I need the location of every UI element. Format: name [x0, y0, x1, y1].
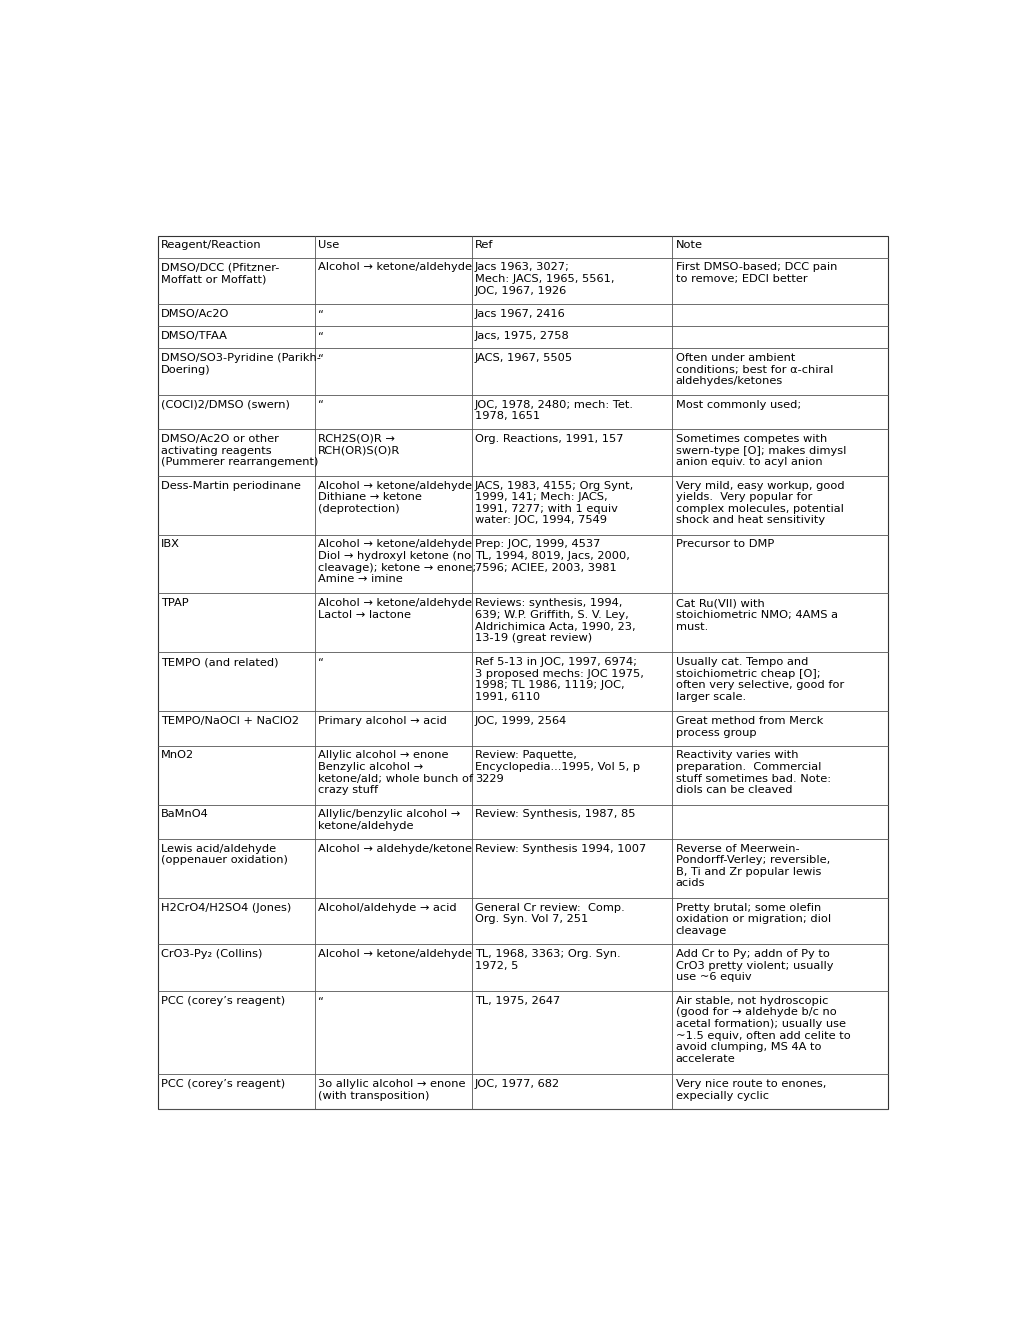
Text: Reverse of Meerwein-
Pondorff-Verley; reversible,
B, Ti and Zr popular lewis
aci: Reverse of Meerwein- Pondorff-Verley; re…	[675, 843, 829, 888]
Text: Most commonly used;: Most commonly used;	[675, 400, 800, 409]
Text: 3o allylic alcohol → enone
(with transposition): 3o allylic alcohol → enone (with transpo…	[318, 1080, 465, 1101]
Text: JOC, 1977, 682: JOC, 1977, 682	[474, 1080, 559, 1089]
Text: General Cr review:  Comp.
Org. Syn. Vol 7, 251: General Cr review: Comp. Org. Syn. Vol 7…	[474, 903, 624, 924]
Text: Primary alcohol → acid: Primary alcohol → acid	[318, 717, 446, 726]
Text: Ref 5-13 in JOC, 1997, 6974;
3 proposed mechs: JOC 1975,
1998; TL 1986, 1119; JO: Ref 5-13 in JOC, 1997, 6974; 3 proposed …	[474, 657, 643, 702]
Text: Usually cat. Tempo and
stoichiometric cheap [O];
often very selective, good for
: Usually cat. Tempo and stoichiometric ch…	[675, 657, 843, 702]
Text: Alcohol/aldehyde → acid: Alcohol/aldehyde → acid	[318, 903, 455, 912]
Text: Pretty brutal; some olefin
oxidation or migration; diol
cleavage: Pretty brutal; some olefin oxidation or …	[675, 903, 829, 936]
Text: Add Cr to Py; addn of Py to
CrO3 pretty violent; usually
use ~6 equiv: Add Cr to Py; addn of Py to CrO3 pretty …	[675, 949, 833, 982]
Text: Review: Paquette,
Encyclopedia...1995, Vol 5, p
3229: Review: Paquette, Encyclopedia...1995, V…	[474, 751, 639, 784]
Text: TPAP: TPAP	[161, 598, 189, 609]
Text: Lewis acid/aldehyde
(oppenauer oxidation): Lewis acid/aldehyde (oppenauer oxidation…	[161, 843, 287, 865]
Text: BaMnO4: BaMnO4	[161, 809, 208, 820]
Text: “: “	[318, 309, 323, 319]
Text: JOC, 1999, 2564: JOC, 1999, 2564	[474, 717, 567, 726]
Text: Alcohol → ketone/aldehyde: Alcohol → ketone/aldehyde	[318, 949, 471, 960]
Text: First DMSO-based; DCC pain
to remove; EDCI better: First DMSO-based; DCC pain to remove; ED…	[675, 263, 837, 284]
Text: Alcohol → ketone/aldehyde
Lactol → lactone: Alcohol → ketone/aldehyde Lactol → lacto…	[318, 598, 471, 620]
Text: Note: Note	[675, 240, 702, 251]
Text: “: “	[318, 331, 323, 341]
Text: DMSO/SO3-Pyridine (Parikh-
Doering): DMSO/SO3-Pyridine (Parikh- Doering)	[161, 352, 320, 375]
Text: Ref: Ref	[474, 240, 493, 251]
Text: Review: Synthesis, 1987, 85: Review: Synthesis, 1987, 85	[474, 809, 635, 820]
Text: TL, 1968, 3363; Org. Syn.
1972, 5: TL, 1968, 3363; Org. Syn. 1972, 5	[474, 949, 620, 970]
Text: (COCl)2/DMSO (swern): (COCl)2/DMSO (swern)	[161, 400, 289, 409]
Text: Alcohol → aldehyde/ketone: Alcohol → aldehyde/ketone	[318, 843, 471, 854]
Text: Reactivity varies with
preparation.  Commercial
stuff sometimes bad. Note:
diols: Reactivity varies with preparation. Comm…	[675, 751, 829, 795]
Text: Very nice route to enones,
expecially cyclic: Very nice route to enones, expecially cy…	[675, 1080, 825, 1101]
Bar	[157, 236, 888, 1109]
Text: Air stable, not hydroscopic
(good for → aldehyde b/c no
acetal formation); usual: Air stable, not hydroscopic (good for → …	[675, 995, 850, 1064]
Text: CrO3-Py₂ (Collins): CrO3-Py₂ (Collins)	[161, 949, 262, 960]
Text: Alcohol → ketone/aldehyde
Diol → hydroxyl ketone (no
cleavage); ketone → enone;
: Alcohol → ketone/aldehyde Diol → hydroxy…	[318, 540, 476, 585]
Text: DMSO/DCC (Pfitzner-
Moffatt or Moffatt): DMSO/DCC (Pfitzner- Moffatt or Moffatt)	[161, 263, 279, 284]
Text: Alcohol → ketone/aldehyde: Alcohol → ketone/aldehyde	[318, 263, 471, 272]
Text: TL, 1975, 2647: TL, 1975, 2647	[474, 995, 559, 1006]
Text: Review: Synthesis 1994, 1007: Review: Synthesis 1994, 1007	[474, 843, 645, 854]
Text: H2CrO4/H2SO4 (Jones): H2CrO4/H2SO4 (Jones)	[161, 903, 290, 912]
Text: “: “	[318, 995, 323, 1006]
Text: DMSO/TFAA: DMSO/TFAA	[161, 331, 227, 341]
Text: IBX: IBX	[161, 540, 179, 549]
Text: RCH2S(O)R →
RCH(OR)S(O)R: RCH2S(O)R → RCH(OR)S(O)R	[318, 434, 399, 455]
Text: JACS, 1983, 4155; Org Synt,
1999, 141; Mech: JACS,
1991, 7277; with 1 equiv
wate: JACS, 1983, 4155; Org Synt, 1999, 141; M…	[474, 480, 634, 525]
Text: Great method from Merck
process group: Great method from Merck process group	[675, 717, 822, 738]
Text: MnO2: MnO2	[161, 751, 194, 760]
Text: “: “	[318, 352, 323, 363]
Text: Allylic/benzylic alcohol →
ketone/aldehyde: Allylic/benzylic alcohol → ketone/aldehy…	[318, 809, 460, 832]
Text: “: “	[318, 657, 323, 667]
Text: Reagent/Reaction: Reagent/Reaction	[161, 240, 261, 251]
Text: Often under ambient
conditions; best for α-chiral
aldehydes/ketones: Often under ambient conditions; best for…	[675, 352, 833, 387]
Text: Prep: JOC, 1999, 4537
TL, 1994, 8019, Jacs, 2000,
7596; ACIEE, 2003, 3981: Prep: JOC, 1999, 4537 TL, 1994, 8019, Ja…	[474, 540, 629, 573]
Text: Alcohol → ketone/aldehyde
Dithiane → ketone
(deprotection): Alcohol → ketone/aldehyde Dithiane → ket…	[318, 480, 471, 513]
Text: Reviews: synthesis, 1994,
639; W.P. Griffith, S. V. Ley,
Aldrichimica Acta, 1990: Reviews: synthesis, 1994, 639; W.P. Grif…	[474, 598, 635, 643]
Text: PCC (corey’s reagent): PCC (corey’s reagent)	[161, 995, 284, 1006]
Text: Cat Ru(VII) with
stoichiometric NMO; 4AMS a
must.: Cat Ru(VII) with stoichiometric NMO; 4AM…	[675, 598, 837, 631]
Text: Jacs, 1975, 2758: Jacs, 1975, 2758	[474, 331, 569, 341]
Text: PCC (corey’s reagent): PCC (corey’s reagent)	[161, 1080, 284, 1089]
Text: TEMPO (and related): TEMPO (and related)	[161, 657, 278, 667]
Text: Allylic alcohol → enone
Benzylic alcohol →
ketone/ald; whole bunch of
crazy stuf: Allylic alcohol → enone Benzylic alcohol…	[318, 751, 473, 795]
Text: Jacs 1967, 2416: Jacs 1967, 2416	[474, 309, 565, 319]
Text: DMSO/Ac2O: DMSO/Ac2O	[161, 309, 229, 319]
Text: “: “	[318, 400, 323, 409]
Text: Sometimes competes with
swern-type [O]; makes dimysl
anion equiv. to acyl anion: Sometimes competes with swern-type [O]; …	[675, 434, 845, 467]
Text: Precursor to DMP: Precursor to DMP	[675, 540, 773, 549]
Text: TEMPO/NaOCl + NaClO2: TEMPO/NaOCl + NaClO2	[161, 717, 299, 726]
Text: Dess-Martin periodinane: Dess-Martin periodinane	[161, 480, 301, 491]
Text: Org. Reactions, 1991, 157: Org. Reactions, 1991, 157	[474, 434, 623, 444]
Text: DMSO/Ac2O or other
activating reagents
(Pummerer rearrangement): DMSO/Ac2O or other activating reagents (…	[161, 434, 318, 467]
Text: Very mild, easy workup, good
yields.  Very popular for
complex molecules, potent: Very mild, easy workup, good yields. Ver…	[675, 480, 844, 525]
Text: Use: Use	[318, 240, 338, 251]
Text: JOC, 1978, 2480; mech: Tet.
1978, 1651: JOC, 1978, 2480; mech: Tet. 1978, 1651	[474, 400, 633, 421]
Text: JACS, 1967, 5505: JACS, 1967, 5505	[474, 352, 573, 363]
Text: Jacs 1963, 3027;
Mech: JACS, 1965, 5561,
JOC, 1967, 1926: Jacs 1963, 3027; Mech: JACS, 1965, 5561,…	[474, 263, 613, 296]
